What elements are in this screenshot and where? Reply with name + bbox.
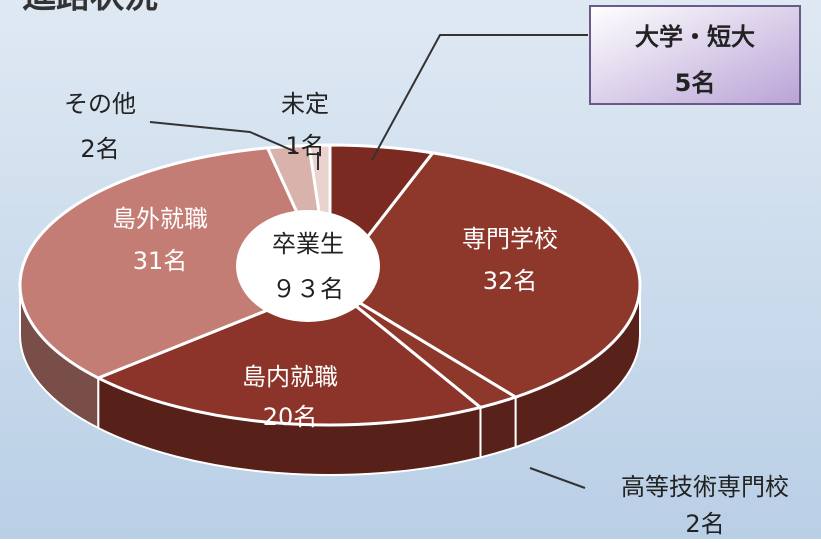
- value-label: 1名: [285, 132, 324, 160]
- value-label: 31名: [133, 247, 188, 275]
- callout-box: [589, 5, 801, 105]
- value-label: 32名: [483, 267, 538, 295]
- slice: [94, 283, 484, 427]
- slice: [327, 151, 642, 399]
- slice-label: 島外就職: [112, 205, 208, 233]
- slice-label: その他: [64, 90, 136, 118]
- center-label: 卒業生: [272, 230, 344, 258]
- slice-label: 専門学校: [462, 225, 558, 253]
- value-label: 2名: [80, 135, 119, 163]
- slice-label: 高等技術専門校: [621, 473, 789, 501]
- value-label: 2名: [685, 510, 724, 538]
- center-hole: [236, 210, 380, 322]
- leader-line: [529, 467, 586, 489]
- value-label: 20名: [263, 403, 318, 431]
- slice-label: 未定: [281, 90, 329, 118]
- slice-label: 島内就職: [242, 363, 338, 391]
- leader-line: [371, 34, 588, 161]
- center-label: ９３名: [272, 275, 344, 303]
- slice: [18, 146, 333, 380]
- slice-label: 大学・短大: [635, 23, 755, 51]
- chart-title: 進路状況: [22, 0, 158, 17]
- value-label: 5名: [675, 69, 716, 97]
- leader-line: [149, 121, 297, 153]
